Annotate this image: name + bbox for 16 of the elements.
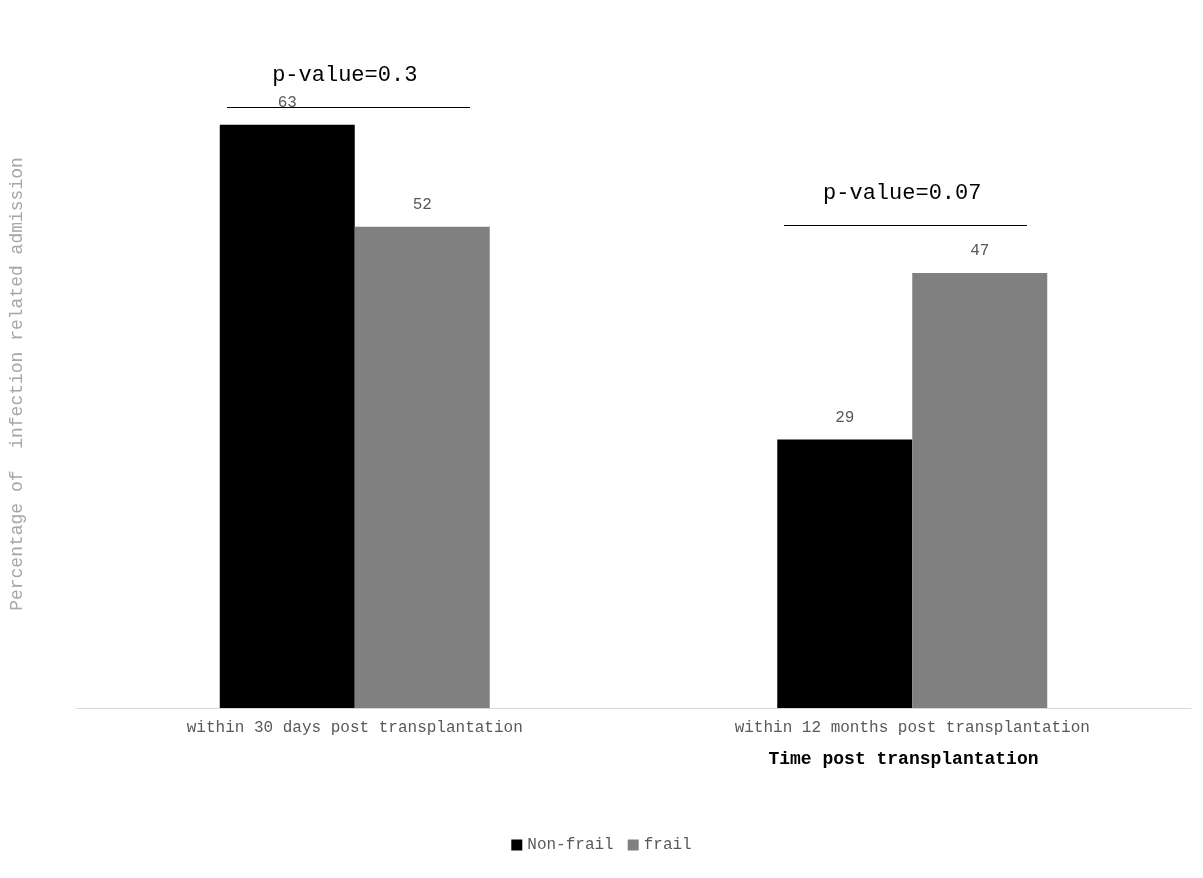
x-axis-title: Time post transplantation [768, 749, 1039, 769]
data-label: 63 [277, 93, 297, 112]
bar [354, 226, 490, 708]
data-label: 47 [970, 241, 990, 260]
text: p-value=0.3 [272, 62, 418, 88]
x-tick-label: within 30 days post transplantation [186, 719, 523, 737]
legend-label: Non-frail [527, 836, 614, 854]
x-tick-label: within 12 months post transplantation [734, 719, 1090, 737]
legend-label: frail [643, 836, 692, 854]
data-label: 52 [412, 195, 432, 214]
bar [219, 124, 355, 708]
bar [777, 439, 913, 708]
y-axis-title: Percentage of infection related admission [7, 157, 27, 611]
annotation: p-value=0.07 [823, 180, 982, 206]
bar [912, 272, 1048, 708]
data-label: 29 [835, 408, 855, 427]
